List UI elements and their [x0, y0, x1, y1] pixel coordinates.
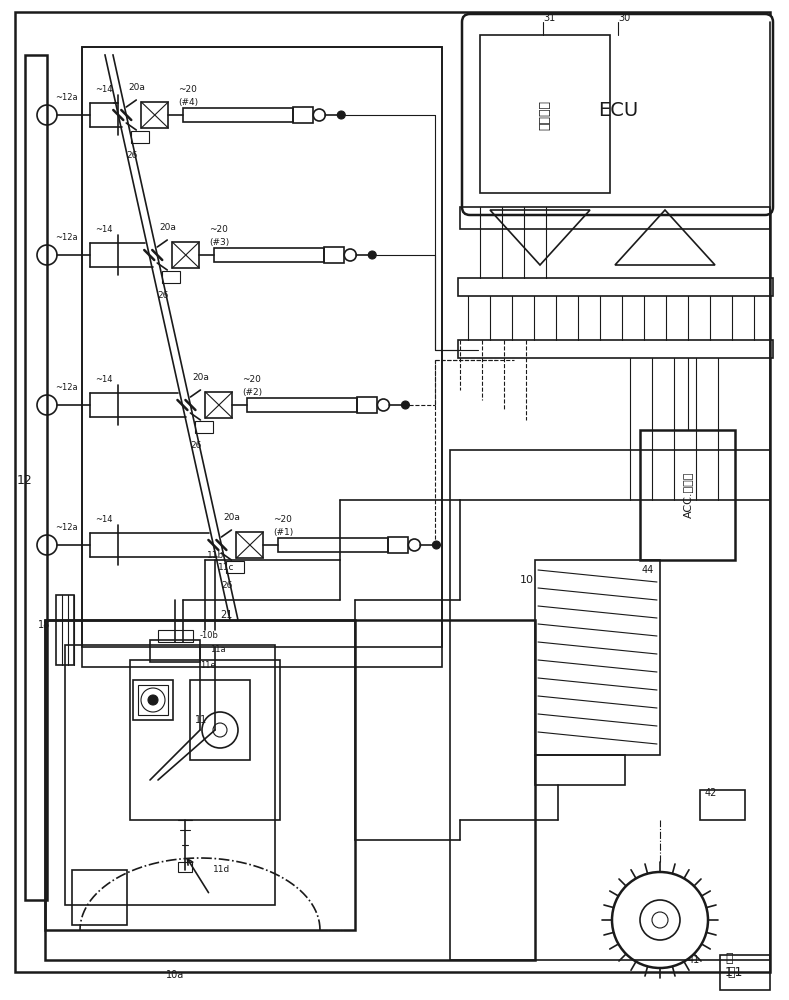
Circle shape — [402, 401, 409, 409]
Bar — [324, 247, 344, 263]
Text: 11: 11 — [195, 715, 208, 725]
Text: 20a: 20a — [193, 372, 209, 381]
Text: ~12a: ~12a — [55, 522, 77, 532]
Bar — [65, 645, 275, 905]
Text: ~12a: ~12a — [55, 232, 77, 241]
Text: 21: 21 — [220, 610, 233, 620]
Text: ~20: ~20 — [242, 375, 261, 384]
Text: 20a: 20a — [223, 512, 241, 522]
Text: 10: 10 — [520, 575, 534, 585]
Bar — [460, 207, 770, 229]
Bar — [388, 537, 409, 553]
Bar — [178, 862, 192, 872]
Text: ~14: ~14 — [95, 516, 113, 524]
Text: ~12a: ~12a — [55, 93, 77, 102]
Text: ~14: ~14 — [95, 226, 113, 234]
Bar — [133, 680, 173, 720]
Bar — [45, 620, 535, 960]
Circle shape — [148, 695, 158, 705]
Text: 图: 图 — [725, 952, 732, 964]
Text: ECU: ECU — [598, 101, 638, 119]
Text: 26: 26 — [126, 151, 137, 160]
Bar — [25, 55, 47, 900]
Bar — [458, 278, 773, 296]
Bar — [458, 340, 773, 358]
Text: 11d: 11d — [213, 865, 230, 874]
Bar — [279, 538, 388, 552]
Text: 26: 26 — [157, 292, 169, 300]
Bar — [163, 271, 180, 283]
Text: 20a: 20a — [129, 83, 145, 92]
Text: ACC.传感器: ACC.传感器 — [683, 472, 693, 518]
Bar — [141, 102, 168, 128]
Text: 11a: 11a — [210, 646, 226, 654]
Bar — [196, 421, 214, 433]
Bar — [82, 47, 442, 667]
Bar — [150, 640, 200, 662]
Bar — [56, 595, 74, 665]
Text: -10b: -10b — [200, 631, 219, 640]
Text: 44: 44 — [642, 565, 654, 575]
Bar — [183, 108, 294, 122]
Bar — [357, 397, 377, 413]
Bar — [237, 532, 264, 558]
Bar — [45, 620, 355, 930]
Text: 10a: 10a — [166, 970, 184, 980]
Text: 1: 1 — [725, 966, 733, 980]
Text: 11c: 11c — [218, 564, 234, 572]
Bar — [72, 870, 127, 925]
Bar — [720, 955, 770, 990]
Text: ~20: ~20 — [209, 226, 228, 234]
Text: 20a: 20a — [159, 223, 176, 232]
Circle shape — [432, 541, 440, 549]
Bar — [215, 248, 324, 262]
Bar — [640, 430, 735, 560]
Bar — [82, 47, 442, 647]
Text: (#4): (#4) — [178, 99, 198, 107]
Bar — [131, 131, 149, 143]
Bar — [172, 242, 200, 268]
Text: ~14: ~14 — [95, 86, 113, 95]
Circle shape — [337, 111, 346, 119]
Text: ~14: ~14 — [95, 375, 113, 384]
Bar — [226, 561, 245, 573]
Text: (#3): (#3) — [209, 238, 230, 247]
Text: (#1): (#1) — [274, 528, 294, 538]
Text: 26: 26 — [222, 582, 233, 590]
Text: ~20: ~20 — [274, 516, 292, 524]
Bar — [190, 680, 250, 760]
Text: 11b: 11b — [207, 550, 224, 560]
Bar — [700, 790, 745, 820]
Bar — [480, 35, 610, 193]
Bar — [535, 560, 660, 755]
FancyBboxPatch shape — [462, 14, 773, 215]
Text: 30: 30 — [618, 13, 630, 23]
Circle shape — [368, 251, 376, 259]
Text: 31: 31 — [543, 13, 555, 23]
Bar — [205, 392, 233, 418]
Text: 42: 42 — [705, 788, 717, 798]
Text: 通信单元: 通信单元 — [539, 100, 552, 130]
Bar — [294, 107, 313, 123]
Bar — [138, 685, 168, 715]
Text: (#2): (#2) — [242, 388, 263, 397]
Bar — [248, 398, 357, 412]
Text: ~20: ~20 — [178, 86, 197, 95]
Text: 18: 18 — [38, 620, 50, 630]
Text: 26: 26 — [190, 442, 202, 450]
Text: 12: 12 — [17, 474, 33, 487]
Bar — [535, 755, 625, 785]
Bar — [158, 630, 193, 642]
Bar — [450, 450, 770, 960]
Text: ~12a: ~12a — [55, 382, 77, 391]
Text: 41: 41 — [688, 955, 701, 965]
Bar — [130, 660, 280, 820]
Text: 11e: 11e — [200, 660, 215, 670]
Text: 图1: 图1 — [727, 966, 742, 978]
